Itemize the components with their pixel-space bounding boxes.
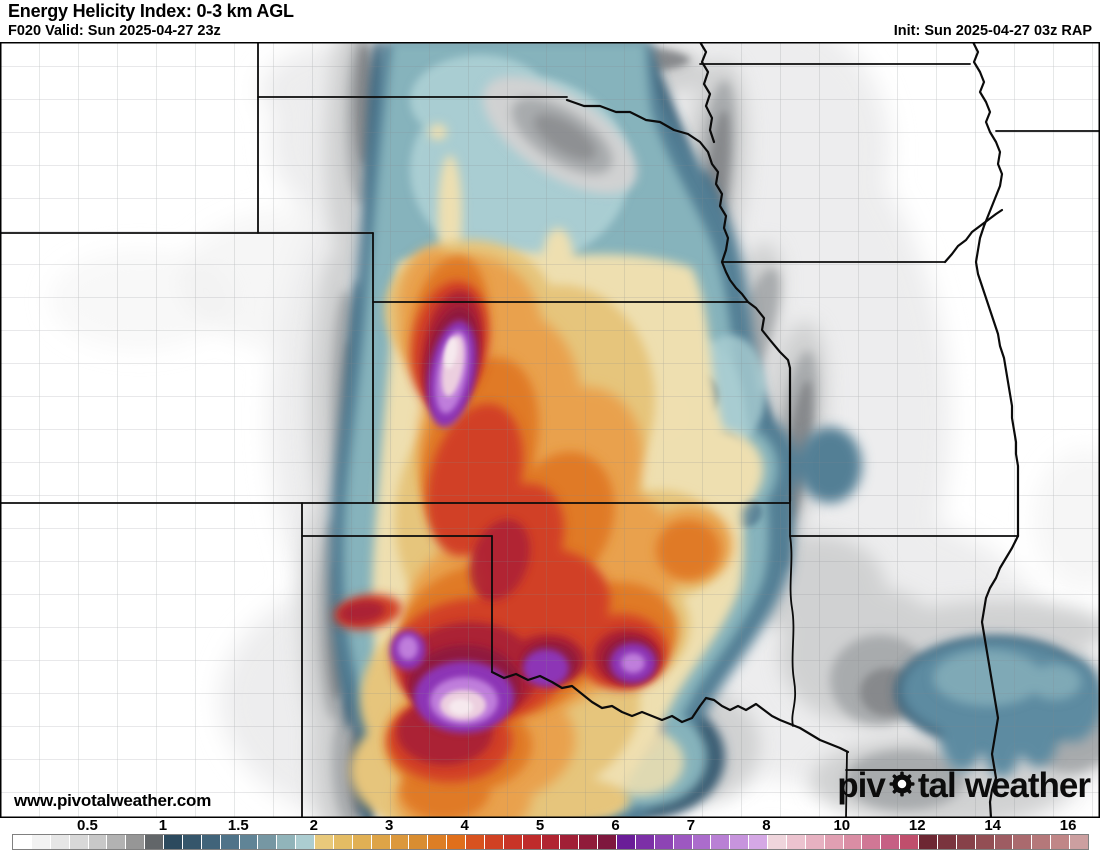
gear-icon xyxy=(887,769,917,805)
colorbar-segment xyxy=(277,835,296,849)
colorbar-segment xyxy=(1013,835,1032,849)
colorbar-segment xyxy=(579,835,598,849)
colorbar-segment xyxy=(862,835,881,849)
colorbar-segment xyxy=(805,835,824,849)
colorbar-tick-label: 6 xyxy=(611,817,620,834)
colorbar-segment xyxy=(220,835,239,849)
colorbar-tick-label: 1.5 xyxy=(227,817,249,834)
valid-time-label: F020 Valid: Sun 2025-04-27 23z xyxy=(8,23,221,39)
river-border xyxy=(971,42,1020,538)
colorbar-segment xyxy=(560,835,579,849)
colorbar-segment xyxy=(371,835,390,849)
colorbar-tick-labels: 0.5 1 1.5 2 3 4 5 6 7 8 10 12 14 16 xyxy=(0,817,1100,834)
colorbar-segment xyxy=(692,835,711,849)
init-time-label: Init: Sun 2025-04-27 03z RAP xyxy=(893,23,1092,39)
colorbar-segment xyxy=(654,835,673,849)
colorbar-segment xyxy=(107,835,126,849)
colorbar-segment xyxy=(239,835,258,849)
colorbar-segment xyxy=(258,835,277,849)
colorbar-segment xyxy=(768,835,786,849)
watermark: www.pivotalweather.com xyxy=(14,791,212,810)
colorbar-segment xyxy=(315,835,333,849)
colorbar-segment xyxy=(900,835,919,849)
colorbar-segment xyxy=(50,835,69,849)
colorbar-segment xyxy=(88,835,107,849)
logo-text-tal: tal xyxy=(917,765,957,805)
colorbar-segment xyxy=(466,835,484,849)
colorbar-tick-label: 1 xyxy=(158,817,168,834)
river-border xyxy=(490,670,850,754)
colorbar-segment xyxy=(333,835,352,849)
map-area xyxy=(0,42,1100,818)
river-border xyxy=(980,534,1020,818)
colorbar-segment xyxy=(522,835,541,849)
colorbar-tick-label: 3 xyxy=(385,817,394,834)
colorbar-segment xyxy=(1070,835,1088,849)
colorbar-segment xyxy=(503,835,522,849)
map-frame xyxy=(0,42,1100,818)
colorbar-segment xyxy=(201,835,220,849)
colorbar-tick-label: 2 xyxy=(309,817,318,834)
river-border xyxy=(943,208,1004,264)
colorbar-segment xyxy=(919,835,937,849)
colorbar-segment xyxy=(711,835,730,849)
colorbar-segment xyxy=(786,835,805,849)
colorbar-segment xyxy=(69,835,88,849)
pivotal-weather-logo: piv tal weather xyxy=(837,765,1091,805)
county-grid xyxy=(0,42,1100,818)
colorbar-segment xyxy=(31,835,50,849)
logo-text-piv: piv xyxy=(837,765,886,805)
colorbar-segment xyxy=(145,835,164,849)
colorbar-segment xyxy=(956,835,975,849)
colorbar-tick-label: 7 xyxy=(686,817,696,834)
colorbar-segment xyxy=(635,835,654,849)
colorbar-tick-label: 4 xyxy=(460,817,469,834)
colorbar-segment xyxy=(428,835,447,849)
colorbar-segment xyxy=(126,835,145,849)
colorbar-segment xyxy=(824,835,843,849)
colorbar-segment xyxy=(994,835,1013,849)
colorbar-segment xyxy=(617,835,635,849)
map-title: Energy Helicity Index: 0-3 km AGL xyxy=(8,1,294,21)
colorbar-segment xyxy=(484,835,503,849)
river-border xyxy=(698,42,716,144)
colorbar-segment xyxy=(541,835,560,849)
colorbar-segment xyxy=(673,835,692,849)
state-border xyxy=(789,500,797,727)
colorbar-segment xyxy=(352,835,371,849)
colorbar-tick-label: 8 xyxy=(762,817,771,834)
river-border xyxy=(565,98,792,503)
colorbar-tick-label: 10 xyxy=(833,817,851,834)
colorbar-segment xyxy=(409,835,428,849)
colorbar-segment xyxy=(975,835,994,849)
state-border xyxy=(845,751,848,818)
weather-map xyxy=(0,42,1100,818)
colorbar-segment xyxy=(730,835,749,849)
colorbar-tick-label: 0.5 xyxy=(77,817,98,834)
colorbar-segment xyxy=(881,835,900,849)
colorbar-segment xyxy=(598,835,617,849)
colorbar-segment xyxy=(749,835,768,849)
colorbar-segment xyxy=(447,835,466,849)
colorbar-segment xyxy=(390,835,409,849)
colorbar-segment xyxy=(164,835,182,849)
colorbar-segment xyxy=(296,835,315,849)
colorbar-tick-label: 5 xyxy=(535,817,545,834)
river-borders xyxy=(490,42,1020,818)
colorbar xyxy=(12,834,1089,850)
colorbar-segment xyxy=(937,835,956,849)
colorbar-segment xyxy=(182,835,201,849)
colorbar-segment xyxy=(1032,835,1051,849)
colorbar-tick-label: 12 xyxy=(908,817,926,834)
colorbar-segment xyxy=(1051,835,1070,849)
logo-text-weather: weather xyxy=(964,765,1091,805)
colorbar-segment xyxy=(843,835,862,849)
colorbar-tick-label: 16 xyxy=(1059,817,1077,834)
colorbar-segment xyxy=(13,835,31,849)
colorbar-tick-label: 14 xyxy=(984,817,1002,834)
state-borders xyxy=(0,42,1100,818)
